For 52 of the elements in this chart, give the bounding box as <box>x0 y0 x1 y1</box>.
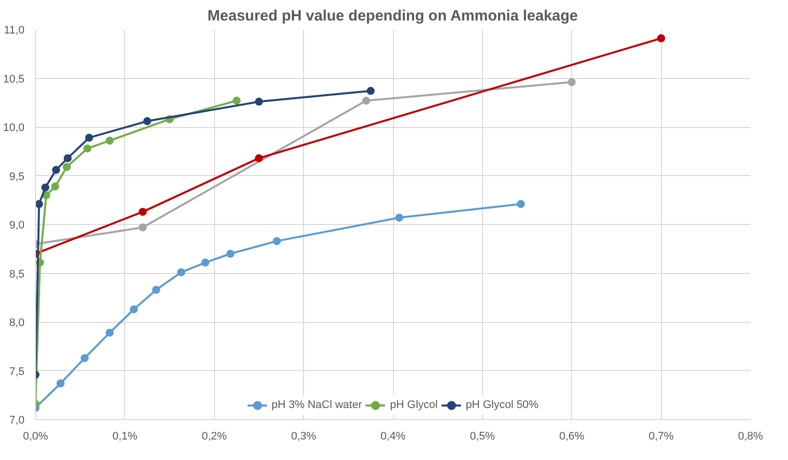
y-tick-label: 9,5 <box>9 170 25 183</box>
point <box>143 117 152 126</box>
point <box>201 258 210 267</box>
point <box>254 98 263 106</box>
point <box>64 154 72 162</box>
point <box>152 286 160 294</box>
point <box>272 237 281 246</box>
point <box>85 134 94 142</box>
x-tick-label: 0,4% <box>380 430 406 442</box>
point <box>226 250 234 258</box>
point <box>568 78 576 86</box>
point <box>52 166 60 174</box>
y-tick-label: 7,5 <box>9 366 25 378</box>
x-tick-label: 0,1% <box>112 430 138 442</box>
point <box>130 305 138 314</box>
x-tick-label: 0,7% <box>648 430 674 442</box>
point <box>657 34 666 42</box>
x-tick-label: 0,3% <box>291 430 316 442</box>
point <box>106 136 114 145</box>
x-tick-label: 0,6% <box>559 430 585 442</box>
point <box>106 328 114 337</box>
point <box>138 223 147 232</box>
x-tick-label: 0,5% <box>470 430 496 442</box>
y-tick-label: 11,0 <box>4 24 24 36</box>
point <box>516 200 525 208</box>
point <box>138 208 147 216</box>
legend-label: pH Glycol 50% <box>466 399 538 411</box>
chart-title: Measured pH value depending on Ammonia leakage <box>208 8 578 24</box>
point <box>62 162 71 171</box>
y-tick-label: 10,0 <box>3 122 25 134</box>
y-tick-label: 8,5 <box>9 268 25 280</box>
point <box>51 182 60 190</box>
point <box>362 96 370 105</box>
point <box>177 268 186 276</box>
x-tick-label: 0,8% <box>738 430 764 442</box>
y-tick-label: 9,0 <box>9 220 25 232</box>
point <box>254 154 263 162</box>
point <box>36 200 44 208</box>
point <box>232 96 241 105</box>
point <box>366 86 375 95</box>
point <box>395 214 404 222</box>
legend-label: pH 3% NaCl water <box>272 399 362 411</box>
point <box>80 354 89 362</box>
point <box>83 144 92 152</box>
x-tick-label: 0,2% <box>202 430 228 442</box>
y-tick-label: 7,0 <box>9 414 25 426</box>
point <box>41 183 50 192</box>
point <box>56 379 65 388</box>
legend-label: pH Glycol <box>390 399 438 411</box>
y-tick-label: 10,5 <box>3 73 25 86</box>
y-tick-label: 8,0 <box>9 317 25 329</box>
x-tick-label: 0,0% <box>22 430 48 442</box>
